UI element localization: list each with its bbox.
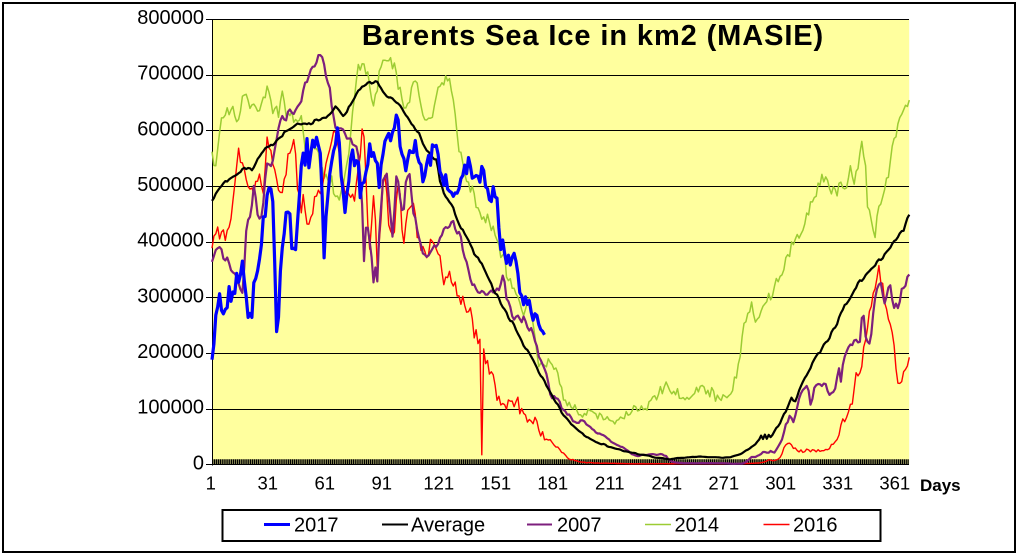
- svg-text:331: 331: [822, 473, 853, 494]
- svg-text:Average: Average: [411, 515, 485, 537]
- svg-text:Barents Sea Ice in km2 (MASIE): Barents Sea Ice in km2 (MASIE): [362, 20, 824, 52]
- svg-text:241: 241: [651, 473, 682, 494]
- svg-text:600000: 600000: [137, 118, 204, 140]
- svg-text:91: 91: [372, 473, 393, 494]
- svg-text:151: 151: [480, 473, 511, 494]
- svg-text:400000: 400000: [137, 230, 204, 252]
- svg-text:100000: 100000: [137, 397, 204, 419]
- svg-text:2016: 2016: [793, 515, 838, 537]
- svg-text:301: 301: [765, 473, 796, 494]
- svg-text:200000: 200000: [137, 341, 204, 363]
- svg-text:300000: 300000: [137, 285, 204, 307]
- svg-text:500000: 500000: [137, 174, 204, 196]
- svg-text:271: 271: [708, 473, 739, 494]
- svg-text:800000: 800000: [137, 7, 204, 29]
- svg-text:1: 1: [206, 473, 216, 494]
- svg-text:Days: Days: [920, 476, 961, 495]
- svg-text:0: 0: [193, 452, 204, 474]
- svg-text:61: 61: [315, 473, 336, 494]
- svg-text:121: 121: [423, 473, 454, 494]
- svg-text:2017: 2017: [294, 515, 339, 537]
- svg-text:181: 181: [537, 473, 568, 494]
- svg-text:31: 31: [258, 473, 279, 494]
- svg-text:2014: 2014: [675, 515, 720, 537]
- svg-text:211: 211: [595, 473, 625, 494]
- svg-text:700000: 700000: [137, 63, 204, 85]
- svg-text:361: 361: [879, 473, 910, 494]
- svg-text:2007: 2007: [557, 515, 602, 537]
